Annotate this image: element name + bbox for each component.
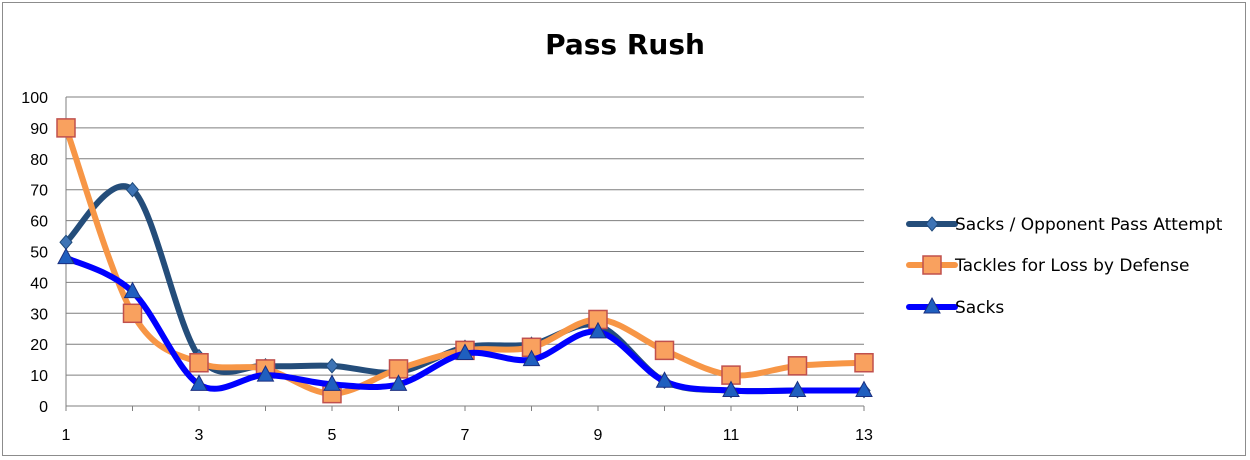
data-point-sacks bbox=[323, 374, 341, 391]
y-tick-label: 90 bbox=[30, 121, 48, 138]
data-point-sacks bbox=[655, 371, 674, 388]
data-point-sacks bbox=[389, 374, 408, 391]
data-point-tackles-for-loss-by-defense bbox=[189, 352, 209, 373]
data-point-sacks bbox=[256, 365, 275, 382]
data-point-sacks bbox=[456, 343, 474, 360]
x-tick-label: 9 bbox=[594, 427, 603, 444]
data-point-sacks-opponent-pass-attempt bbox=[325, 358, 339, 374]
data-point-sacks bbox=[722, 380, 740, 398]
chart-title: Pass Rush bbox=[545, 28, 705, 61]
data-point-tackles-for-loss-by-defense bbox=[654, 340, 675, 361]
y-tick-label: 80 bbox=[30, 152, 48, 169]
y-tick-label: 0 bbox=[39, 399, 48, 416]
y-tick-label: 100 bbox=[21, 90, 48, 107]
x-tick-label: 1 bbox=[62, 427, 71, 444]
legend-marker bbox=[925, 216, 939, 232]
data-point-sacks bbox=[57, 247, 75, 265]
y-tick-label: 70 bbox=[30, 183, 48, 200]
legend-marker bbox=[923, 296, 941, 314]
y-tick-label: 60 bbox=[30, 214, 48, 231]
x-tick-label: 5 bbox=[328, 427, 337, 444]
y-tick-label: 20 bbox=[30, 337, 48, 354]
data-point-sacks bbox=[589, 321, 607, 339]
legend-label: Sacks bbox=[955, 298, 1004, 318]
data-point-tackles-for-loss-by-defense bbox=[854, 352, 874, 373]
data-point-sacks bbox=[190, 374, 208, 391]
legend-label: Sacks / Opponent Pass Attempt bbox=[955, 215, 1223, 235]
series-layer bbox=[56, 118, 874, 404]
data-point-sacks bbox=[788, 380, 807, 398]
x-tick-label: 3 bbox=[195, 427, 204, 444]
data-point-sacks bbox=[522, 349, 541, 367]
data-point-sacks-opponent-pass-attempt bbox=[125, 181, 140, 198]
gridlines bbox=[66, 96, 864, 376]
y-tick-label: 10 bbox=[30, 368, 48, 385]
legend: Sacks / Opponent Pass Attempt Tackles for… bbox=[906, 215, 1223, 318]
legend-label: Tackles for Loss by Defense bbox=[954, 256, 1189, 276]
x-tick-label: 13 bbox=[855, 427, 873, 444]
data-point-sacks bbox=[123, 281, 142, 299]
data-point-tackles-for-loss-by-defense bbox=[122, 303, 143, 324]
data-point-tackles-for-loss-by-defense bbox=[56, 118, 76, 138]
legend-marker bbox=[922, 255, 942, 275]
x-tick-label: 7 bbox=[461, 427, 470, 444]
data-point-sacks bbox=[855, 380, 873, 398]
x-tick-label: 11 bbox=[723, 427, 740, 444]
y-tick-label: 50 bbox=[30, 245, 48, 262]
y-tick-label: 30 bbox=[30, 306, 48, 323]
y-tick-label: 40 bbox=[30, 275, 48, 292]
data-point-tackles-for-loss-by-defense bbox=[787, 356, 808, 376]
